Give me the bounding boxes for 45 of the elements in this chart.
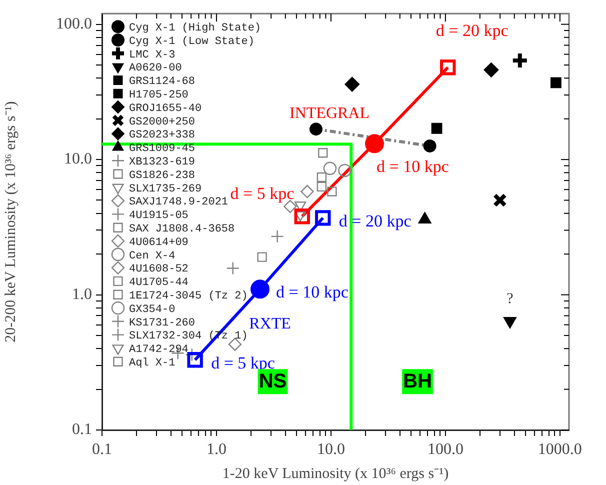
legend-label: 4U1915-05 — [129, 210, 188, 222]
legend-label: KS1731-260 — [129, 317, 196, 330]
annotation: d = 5 kpc — [230, 184, 295, 203]
legend-label: GRS1124-68 — [129, 76, 196, 88]
legend-label: GRS1009-45 — [129, 143, 196, 156]
legend-label: XB1323-619 — [129, 156, 196, 169]
legend-label: Cyg X-1 (Low State) — [129, 36, 254, 48]
x-tick-label: 0.1 — [92, 440, 112, 458]
y-tick-label: 1.0 — [72, 286, 92, 303]
legend-label: 4U1705-44 — [129, 277, 189, 290]
series-label: RXTE — [249, 315, 291, 332]
annotation: ? — [506, 290, 514, 307]
y-tick-label: 100.0 — [56, 16, 92, 33]
x-tick-label: 10.0 — [316, 440, 345, 458]
x-tick-label: 100.0 — [427, 440, 464, 458]
annotation: d = 20 kpc — [338, 211, 412, 230]
series-label: INTEGRAL — [290, 104, 370, 122]
legend-label: GX354-0 — [129, 304, 176, 316]
legend-label: GS1826-238 — [129, 170, 196, 182]
legend-label: GS2023+338 — [129, 130, 196, 142]
legend-label: GROJ1655-40 — [129, 102, 202, 115]
legend-label: Cyg X-1 (High State) — [129, 22, 262, 35]
legend-label: 4U0614+09 — [129, 236, 188, 249]
y-axis-title: 20-200 keV Luminosity (x 10³⁶ ergs s⁻¹) — [2, 101, 19, 342]
annotation: BH — [403, 370, 432, 393]
legend-label: 4U1608-52 — [129, 264, 188, 276]
x-axis-title: 1-20 keV Luminosity (x 10³⁶ ergs s⁻¹) — [222, 466, 449, 482]
annotation: d = 10 kpc — [276, 282, 349, 302]
annotation: NS — [258, 370, 287, 393]
legend-label: 1E1724-3045 (Tz 2) — [129, 290, 248, 303]
annotation: d = 10 kpc — [376, 157, 450, 176]
legend-label: Aql X-1 — [129, 358, 176, 370]
legend-label: SLX1735-269 — [129, 183, 202, 196]
legend-label: Cen X-4 — [129, 250, 176, 262]
y-tick-label: 0.1 — [72, 421, 92, 438]
annotation: d = 20 kpc — [436, 20, 509, 40]
x-tick-label: 1000.0 — [538, 440, 582, 458]
legend-label: H1705-250 — [129, 90, 188, 102]
y-tick-label: 10.0 — [64, 150, 92, 168]
legend-label: GS2000+250 — [129, 116, 196, 128]
legend-label: LMC X-3 — [129, 49, 176, 62]
legend-label: A0620-00 — [129, 62, 182, 75]
x-tick-label: 1.0 — [206, 440, 226, 458]
legend-label: SAXJ1748.9-2021 — [129, 196, 228, 209]
legend-label: SAX J1808.4-3658 — [129, 224, 235, 236]
